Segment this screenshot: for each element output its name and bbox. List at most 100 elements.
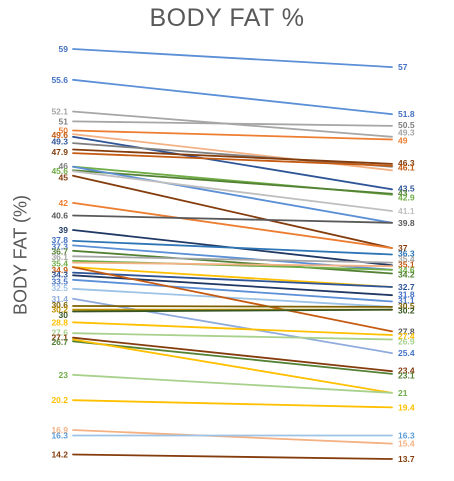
left-data-label-5: 50 xyxy=(59,126,69,136)
right-data-label-31: 19.4 xyxy=(398,402,415,412)
left-data-label-11: 45 xyxy=(59,173,69,183)
left-data-label-17: 36.7 xyxy=(51,247,68,257)
right-data-label-2: 51.8 xyxy=(398,109,415,119)
left-data-label-27: 30 xyxy=(59,310,69,320)
left-data-label-19: 35.4 xyxy=(51,259,68,269)
left-data-label-10: 45.6 xyxy=(51,166,68,176)
left-data-label-30: 27.1 xyxy=(51,333,68,343)
series-line-15 xyxy=(72,174,393,250)
chart-title: BODY FAT % xyxy=(149,4,305,32)
left-data-label-16: 37.3 xyxy=(51,241,68,251)
right-data-label-6: 46.3 xyxy=(398,158,415,168)
left-data-label-3: 52.1 xyxy=(51,107,68,117)
left-data-label-14: 39 xyxy=(59,225,69,235)
right-data-label-26: 26.9 xyxy=(398,336,415,346)
right-data-label-33: 15.4 xyxy=(398,439,415,449)
left-data-label-9: 46 xyxy=(59,161,69,171)
right-data-label-27: 25.4 xyxy=(398,348,415,358)
series-line-35 xyxy=(72,321,393,336)
series-line-24 xyxy=(72,261,393,268)
right-data-label-17: 34.6 xyxy=(398,265,415,275)
right-data-label-3: 50.5 xyxy=(398,120,415,130)
series-line-21 xyxy=(72,249,393,275)
left-data-label-36: 14.2 xyxy=(51,450,68,460)
right-data-label-29: 23.1 xyxy=(398,371,415,381)
series-line-32 xyxy=(72,305,393,308)
right-data-label-16: 35.1 xyxy=(398,259,415,269)
series-line-31 xyxy=(72,297,393,355)
right-data-label-34: 13.7 xyxy=(398,454,415,464)
right-data-label-14: 36.3 xyxy=(398,249,415,259)
left-data-label-13: 40.6 xyxy=(51,211,68,221)
series-line-44 xyxy=(72,453,393,460)
right-data-label-30: 21 xyxy=(398,388,408,398)
series-line-5 xyxy=(72,129,393,141)
series-line-4 xyxy=(72,120,393,127)
series-line-42 xyxy=(72,429,393,445)
series-line-13 xyxy=(72,165,393,224)
right-data-label-5: 49 xyxy=(398,135,408,145)
left-data-label-32: 23 xyxy=(59,370,69,380)
right-data-label-32: 16.3 xyxy=(398,431,415,441)
series-line-14 xyxy=(72,170,393,212)
left-data-label-21: 34.3 xyxy=(51,269,68,279)
left-data-label-23: 32.5 xyxy=(51,283,68,293)
left-data-label-24: 31.4 xyxy=(51,294,68,304)
left-data-label-12: 42 xyxy=(59,198,69,208)
left-data-label-25: 30.6 xyxy=(51,300,68,310)
series-line-37 xyxy=(72,336,393,373)
right-data-label-13: 37 xyxy=(398,243,408,253)
series-line-17 xyxy=(72,214,393,224)
series-line-19 xyxy=(72,239,393,256)
series-line-1 xyxy=(72,48,393,68)
series-line-30 xyxy=(72,266,393,333)
left-data-label-2: 55.6 xyxy=(51,75,68,85)
right-data-label-28: 23.4 xyxy=(398,365,415,375)
series-line-34 xyxy=(72,308,393,313)
left-data-label-18: 36.1 xyxy=(51,252,68,262)
left-data-label-29: 27.6 xyxy=(51,327,68,337)
right-data-label-19: 32.7 xyxy=(398,282,415,292)
right-data-label-15: 35.4 xyxy=(398,254,415,264)
series-line-25 xyxy=(72,266,393,288)
series-line-36 xyxy=(72,332,393,341)
left-data-label-7: 49.3 xyxy=(51,136,68,146)
left-data-label-4: 51 xyxy=(59,116,69,126)
left-data-label-26: 30.2 xyxy=(51,305,68,315)
left-data-label-31: 26.7 xyxy=(51,337,68,347)
left-data-label-8: 47.9 xyxy=(51,147,68,157)
right-data-label-21: 31.1 xyxy=(398,296,415,306)
series-line-16 xyxy=(72,201,393,250)
right-data-label-7: 46.1 xyxy=(398,163,415,173)
series-line-28 xyxy=(72,278,393,303)
right-data-label-23: 30.2 xyxy=(398,306,415,316)
left-data-label-20: 34.9 xyxy=(51,265,68,275)
series-line-10 xyxy=(72,152,393,167)
right-data-label-24: 27.8 xyxy=(398,326,415,336)
series-line-8 xyxy=(72,142,393,168)
series-line-12 xyxy=(72,169,393,195)
series-line-41 xyxy=(72,399,393,409)
series-line-38 xyxy=(72,340,393,375)
right-data-label-11: 41.1 xyxy=(398,206,415,216)
series-line-26 xyxy=(72,271,393,288)
right-data-label-12: 39.8 xyxy=(398,218,415,228)
right-data-label-25: 27.4 xyxy=(398,331,415,341)
right-data-label-22: 30.5 xyxy=(398,301,415,311)
series-line-22 xyxy=(72,255,393,264)
left-data-label-33: 20.2 xyxy=(51,395,68,405)
left-data-label-15: 37.8 xyxy=(51,235,68,245)
series-line-7 xyxy=(72,135,393,191)
series-line-40 xyxy=(72,373,393,394)
right-data-label-18: 34.2 xyxy=(398,269,415,279)
left-data-label-34: 16.9 xyxy=(51,425,68,435)
left-data-label-6: 49.6 xyxy=(51,130,68,140)
left-data-label-28: 28.8 xyxy=(51,317,68,327)
right-data-label-10: 42.9 xyxy=(398,192,415,202)
left-data-label-1: 59 xyxy=(59,44,69,54)
right-data-label-9: 43 xyxy=(398,188,408,198)
right-data-label-1: 57 xyxy=(398,62,408,72)
right-data-label-8: 43.5 xyxy=(398,183,415,193)
left-data-label-22: 33.5 xyxy=(51,277,68,287)
series-line-29 xyxy=(72,287,393,308)
